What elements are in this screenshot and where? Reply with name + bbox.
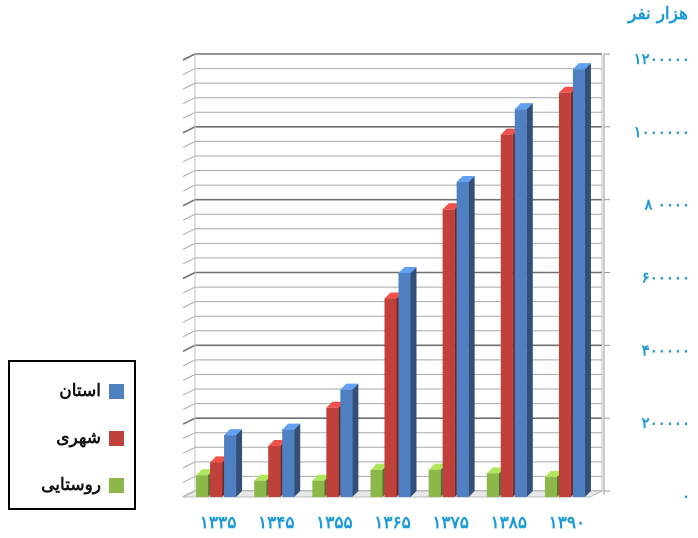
legend-swatch-rural xyxy=(109,477,124,493)
x-tick-label-1: ۱۳۴۵ xyxy=(258,513,295,533)
major-gridline xyxy=(182,198,602,207)
major-gridline xyxy=(182,271,602,280)
x-tick-label-4: ۱۳۷۵ xyxy=(432,513,469,533)
y-tick-label-6: ۱۲۰۰۰۰۰ xyxy=(634,50,690,68)
minor-gridline xyxy=(182,184,602,192)
x-axis-ticks: ۱۳۳۵ ۱۳۴۵ ۱۳۵۵ ۱۳۶۵ ۱۳۷۵ ۱۳۸۵ ۱۳۹۰ xyxy=(200,513,585,533)
y-tick-label-2: ۴۰۰۰۰۰ xyxy=(642,341,690,359)
bar-province-0 xyxy=(224,429,243,497)
bar-province-3 xyxy=(398,267,417,497)
minor-gridline xyxy=(182,140,602,148)
legend-label-province: استان xyxy=(59,381,101,401)
y-tick-label-3: ۶۰۰۰۰۰ xyxy=(642,269,690,287)
minor-gridline xyxy=(182,82,602,90)
legend-label-rural: روستایی xyxy=(41,475,101,495)
x-tick-label-2: ۱۳۵۵ xyxy=(316,513,353,533)
x-tick-label-3: ۱۳۶۵ xyxy=(374,513,411,533)
y-tick-label-5: ۱۰۰۰۰۰۰ xyxy=(634,123,690,141)
bar-province-5 xyxy=(514,103,533,497)
minor-gridline xyxy=(182,213,602,221)
minor-gridline xyxy=(182,257,602,265)
legend: استان شهری روستایی xyxy=(8,360,136,510)
minor-gridline xyxy=(182,170,602,177)
bar-province-6 xyxy=(572,63,591,498)
y-tick-label-0: ۰ xyxy=(682,487,690,505)
y-tick-label-1: ۲۰۰۰۰۰ xyxy=(642,414,690,432)
minor-gridline xyxy=(182,228,602,236)
bar-province-1 xyxy=(282,423,301,497)
y-axis-ticks: ۰ ۲۰۰۰۰۰ ۴۰۰۰۰۰ ۶۰۰۰۰۰ ۸ ۰۰۰۰ ۱۰۰۰۰۰۰ ۱۲۰۰۰۰۰ xyxy=(603,50,690,505)
x-tick-label-5: ۱۳۸۵ xyxy=(491,513,528,533)
minor-gridline xyxy=(182,111,602,119)
legend-item-urban: شهری xyxy=(56,427,124,449)
minor-gridline xyxy=(182,155,602,163)
unit-label: هزار نفر xyxy=(628,4,688,24)
legend-swatch-urban xyxy=(109,430,124,446)
legend-item-rural: روستایی xyxy=(41,474,124,496)
y-tick-label-4: ۸ ۰۰۰۰ xyxy=(643,196,690,214)
minor-gridline xyxy=(182,97,602,105)
legend-item-province: استان xyxy=(59,380,124,402)
minor-gridline xyxy=(182,68,602,76)
major-gridline xyxy=(182,126,602,134)
minor-gridline xyxy=(182,242,602,250)
minor-gridline xyxy=(182,286,602,294)
legend-swatch-province xyxy=(109,383,124,399)
legend-label-urban: شهری xyxy=(56,428,101,448)
major-gridline xyxy=(182,53,602,61)
x-tick-label-6: ۱۳۹۰ xyxy=(549,513,586,533)
bar-province-2 xyxy=(340,383,359,497)
bars xyxy=(196,63,591,498)
x-tick-label-0: ۱۳۳۵ xyxy=(200,513,237,533)
bar-province-4 xyxy=(456,175,475,497)
